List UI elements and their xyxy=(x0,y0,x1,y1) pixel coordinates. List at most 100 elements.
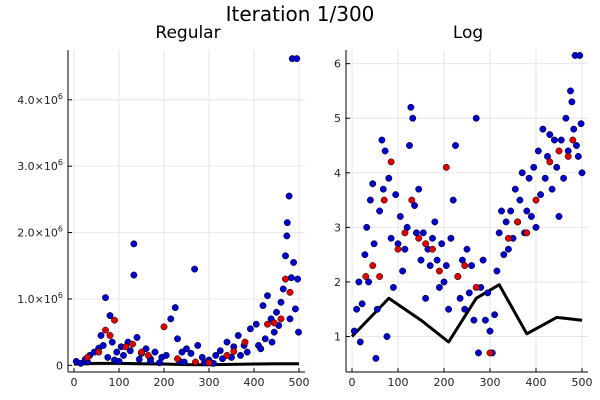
regular-point-blue xyxy=(264,292,271,300)
log-point-blue xyxy=(504,245,512,253)
regular-point-blue xyxy=(102,294,109,302)
log-point-blue xyxy=(429,234,436,242)
log-point-blue xyxy=(555,213,563,220)
log-point-blue xyxy=(449,196,457,204)
log-point-blue xyxy=(481,316,489,324)
log-point-blue xyxy=(534,147,542,155)
log-point-blue xyxy=(493,267,501,275)
regular-point-red xyxy=(174,355,181,363)
regular-point-blue xyxy=(120,351,127,359)
regular-point-blue xyxy=(294,275,302,283)
log-point-blue xyxy=(387,234,395,242)
regular-point-blue xyxy=(183,345,190,353)
regular-point-blue xyxy=(234,332,242,339)
log-point-blue xyxy=(576,52,584,59)
regular-point-blue xyxy=(156,359,163,367)
regular-point-red xyxy=(160,323,168,331)
log-point-red xyxy=(486,349,494,357)
log-point-blue xyxy=(392,191,400,199)
log-point-blue xyxy=(440,278,448,286)
log-point-blue xyxy=(498,207,505,215)
log-point-blue xyxy=(415,185,423,193)
regular-point-red xyxy=(270,319,278,327)
log-point-red xyxy=(454,273,462,280)
regular-point-blue xyxy=(99,341,107,349)
regular-xtick-label-4: 400 xyxy=(244,376,265,389)
regular-point-blue xyxy=(97,332,105,339)
log-point-red xyxy=(461,262,469,270)
log-xtick-label-5: 500 xyxy=(572,376,593,389)
regular-point-blue xyxy=(290,259,298,266)
regular-point-blue xyxy=(113,348,121,356)
log-point-red xyxy=(546,158,554,166)
log-point-blue xyxy=(507,207,515,215)
log-point-blue xyxy=(378,136,386,144)
regular-point-red xyxy=(111,316,118,324)
log-point-blue xyxy=(484,289,492,297)
regular-xtick-label-1: 100 xyxy=(109,376,130,389)
log-point-red xyxy=(408,196,416,204)
regular-point-red xyxy=(205,359,213,367)
regular-point-blue xyxy=(291,305,299,313)
regular-point-blue xyxy=(130,240,138,248)
regular-point-blue xyxy=(277,298,285,306)
log-point-blue xyxy=(447,234,455,242)
regular-point-red xyxy=(282,275,289,283)
regular-point-blue xyxy=(191,265,199,273)
log-point-blue xyxy=(518,169,526,177)
log-point-blue xyxy=(560,174,568,182)
log-point-blue xyxy=(433,256,441,264)
log-point-blue xyxy=(537,191,545,199)
log-ytick-label-1: 2 xyxy=(334,276,341,289)
log-xtick-label-2: 200 xyxy=(434,376,455,389)
log-point-blue xyxy=(491,311,499,319)
log-point-blue xyxy=(389,283,397,291)
regular-ytick-label-0: 0 xyxy=(56,359,63,372)
log-ytick-label-3: 4 xyxy=(334,167,341,180)
log-point-blue xyxy=(573,142,580,149)
regular-point-red xyxy=(277,315,285,323)
log-point-red xyxy=(523,229,531,237)
log-point-red xyxy=(376,273,384,280)
log-point-blue xyxy=(562,114,570,122)
log-point-blue xyxy=(353,305,361,313)
log-point-blue xyxy=(381,147,389,155)
log-point-blue xyxy=(363,223,371,231)
regular-point-red xyxy=(106,332,114,339)
log-point-blue xyxy=(435,283,443,291)
log-point-blue xyxy=(431,218,439,226)
regular-point-red xyxy=(230,347,238,355)
regular-point-blue xyxy=(261,335,269,343)
regular-point-red xyxy=(264,320,271,328)
regular-point-blue xyxy=(216,347,224,355)
log-point-blue xyxy=(365,278,373,286)
regular-point-blue xyxy=(171,304,179,312)
log-ytick-label-0: 1 xyxy=(334,331,341,344)
log-ytick-label-2: 3 xyxy=(334,221,341,234)
regular-ytick-label-4: 4.0×106 xyxy=(17,92,63,107)
log-point-blue xyxy=(523,207,531,215)
regular-point-blue xyxy=(259,302,267,310)
log-point-red xyxy=(401,229,409,237)
log-point-blue xyxy=(396,213,404,220)
log-point-blue xyxy=(527,213,535,220)
regular-point-blue xyxy=(108,338,116,346)
log-point-red xyxy=(380,196,388,204)
regular-point-blue xyxy=(279,285,287,293)
log-point-blue xyxy=(373,305,381,313)
regular-point-blue xyxy=(286,315,294,323)
regular-point-blue xyxy=(162,351,170,359)
regular-point-blue xyxy=(126,347,134,355)
log-point-blue xyxy=(567,87,574,95)
regular-point-blue xyxy=(246,325,254,333)
log-point-blue xyxy=(426,262,434,270)
log-point-blue xyxy=(516,196,524,204)
log-point-blue xyxy=(361,251,369,259)
log-point-blue xyxy=(407,103,415,111)
regular-point-red xyxy=(122,343,130,351)
log-point-blue xyxy=(350,327,358,335)
log-point-red xyxy=(504,234,512,242)
log-point-blue xyxy=(465,289,473,297)
log-point-blue xyxy=(472,114,480,122)
log-point-blue xyxy=(369,180,377,188)
